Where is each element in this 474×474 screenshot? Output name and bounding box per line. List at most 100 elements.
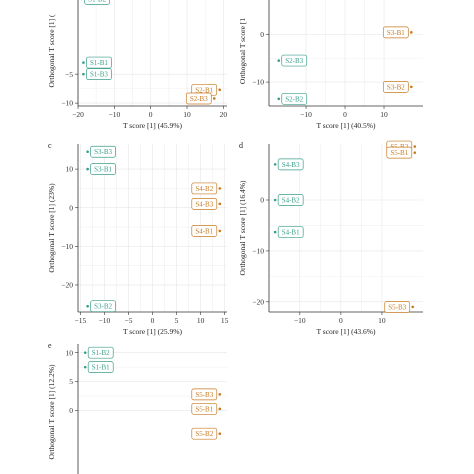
y-tick-label: 0 <box>69 203 73 212</box>
y-tick-label: −10 <box>61 242 73 251</box>
data-point <box>410 31 413 34</box>
point-label: S3-B2 <box>94 303 112 311</box>
y-tick-label: −20 <box>61 281 73 290</box>
point-label-box <box>191 388 218 401</box>
point-label: S4-B1 <box>195 227 213 235</box>
point-label-box <box>191 402 218 415</box>
data-point <box>411 305 415 309</box>
x-axis-title: T score [1] (43.6%) <box>316 327 376 336</box>
point-label-box <box>185 92 212 105</box>
point-label: S3-B2 <box>387 83 405 91</box>
y-axis-title: Orthogonal T score [1] (16.4%) <box>238 180 247 275</box>
point-label: S1-B1 <box>92 364 110 372</box>
point-label-box <box>382 81 409 93</box>
x-tick-label: 15 <box>221 316 229 325</box>
data-point <box>83 365 87 369</box>
point-label-box <box>90 145 116 158</box>
data-point <box>218 393 222 396</box>
panel-d: −10 0 10 0 −10 −20 T score [1] (43.6%) Orthogon… <box>238 140 423 336</box>
x-tick-label: −15 <box>75 316 87 325</box>
x-tick-label: 10 <box>378 316 386 325</box>
data-point <box>82 61 85 64</box>
x-tick-label: −20 <box>72 110 84 119</box>
panel-letter: c <box>48 141 52 150</box>
point-label: S5-B1 <box>390 149 408 157</box>
point-label-box <box>191 225 218 237</box>
y-axis-title: Orthogonal T score [1] ( <box>47 14 56 88</box>
point-label-box <box>281 54 308 67</box>
x-tick-label: 5 <box>175 316 179 325</box>
x-axis-title: T score [1] (40.5%) <box>316 121 376 130</box>
point-label: S5-B1 <box>195 405 213 413</box>
data-point <box>86 150 89 154</box>
point-label: S3-B1 <box>94 166 112 174</box>
y-axis-title: Orthogonal T score [1] (23%) <box>47 183 56 273</box>
point-label-box <box>382 26 409 39</box>
x-axis-title: T score [1] (45.9%) <box>123 121 183 130</box>
point-label-box <box>277 226 304 238</box>
point-label-box <box>87 361 114 373</box>
point-label-box <box>84 0 110 5</box>
x-axis-title: T score [1] (25.9%) <box>123 327 183 336</box>
data-point <box>218 88 222 92</box>
point-label: S4-B1 <box>282 229 300 237</box>
point-label: S1-B3 <box>90 71 108 79</box>
x-tick-label: 10 <box>183 110 191 119</box>
y-tick-label: 0 <box>260 30 264 39</box>
data-point <box>86 167 89 171</box>
x-tick-label: −5 <box>124 316 132 325</box>
point-label-box <box>87 346 114 359</box>
y-tick-label: −10 <box>252 78 264 87</box>
point-label-box <box>281 92 308 105</box>
data-point <box>86 304 89 308</box>
point-label-box <box>277 194 304 206</box>
data-point <box>273 230 277 234</box>
point-label-box <box>277 158 304 171</box>
y-tick-label: −10 <box>61 99 73 108</box>
point-label: S3-B1 <box>387 29 405 37</box>
x-tick-label: 0 <box>339 316 343 325</box>
panel-letter: d <box>239 141 243 150</box>
data-point <box>218 407 222 411</box>
point-label-box <box>90 163 116 175</box>
x-tick-label: 0 <box>343 110 347 119</box>
point-label: S1-B1 <box>90 59 108 67</box>
data-point <box>273 198 277 202</box>
point-label-box <box>191 198 218 210</box>
point-label-box <box>386 146 413 159</box>
y-tick-label: 0 <box>69 406 73 415</box>
point-label-box <box>86 56 112 69</box>
x-tick-label: −10 <box>294 316 306 325</box>
y-tick-label: −20 <box>252 297 264 306</box>
point-label-box <box>191 427 218 440</box>
x-tick-label: 0 <box>149 110 153 119</box>
data-point <box>413 151 417 154</box>
point-label: S5-B2 <box>195 430 213 438</box>
y-tick-label: −5 <box>65 70 73 79</box>
y-tick-label: 5 <box>69 377 73 386</box>
point-label: S5-B3 <box>195 391 213 399</box>
data-point <box>410 85 413 89</box>
x-tick-label: 10 <box>380 110 388 119</box>
data-point <box>83 351 87 354</box>
data-point <box>273 163 277 166</box>
x-tick-label: 20 <box>220 110 228 119</box>
x-tick-label: −10 <box>300 110 312 119</box>
point-label-box <box>86 68 112 81</box>
panel-e: 10 5 0 Orthogonal T score [1] (12.2%) e S1-B2… <box>47 341 227 474</box>
y-tick-label: 0 <box>260 196 264 205</box>
data-point <box>218 432 222 436</box>
point-label: S2-B3 <box>285 57 303 65</box>
panel-c: −15 −10 −5 0 5 10 15 10 0 −10 −20 T score [1] (25.9… <box>47 141 229 336</box>
x-tick-label: 10 <box>197 316 205 325</box>
point-label: S4-B3 <box>282 161 300 169</box>
data-point <box>277 97 281 101</box>
data-point <box>218 202 222 206</box>
point-label: S4-B2 <box>282 197 300 205</box>
point-label: S4-B3 <box>195 200 213 208</box>
y-axis-title: Orthogonal T score [1] (12.2%) <box>47 364 56 459</box>
panel-letter: e <box>48 341 52 350</box>
y-axis-title: Orthogonal T score [1 <box>238 18 247 84</box>
x-tick-label: −10 <box>108 110 120 119</box>
